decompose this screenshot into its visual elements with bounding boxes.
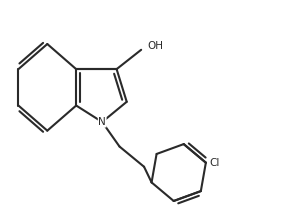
Text: Cl: Cl bbox=[209, 158, 220, 168]
Text: N: N bbox=[98, 117, 106, 127]
Text: OH: OH bbox=[147, 41, 163, 51]
